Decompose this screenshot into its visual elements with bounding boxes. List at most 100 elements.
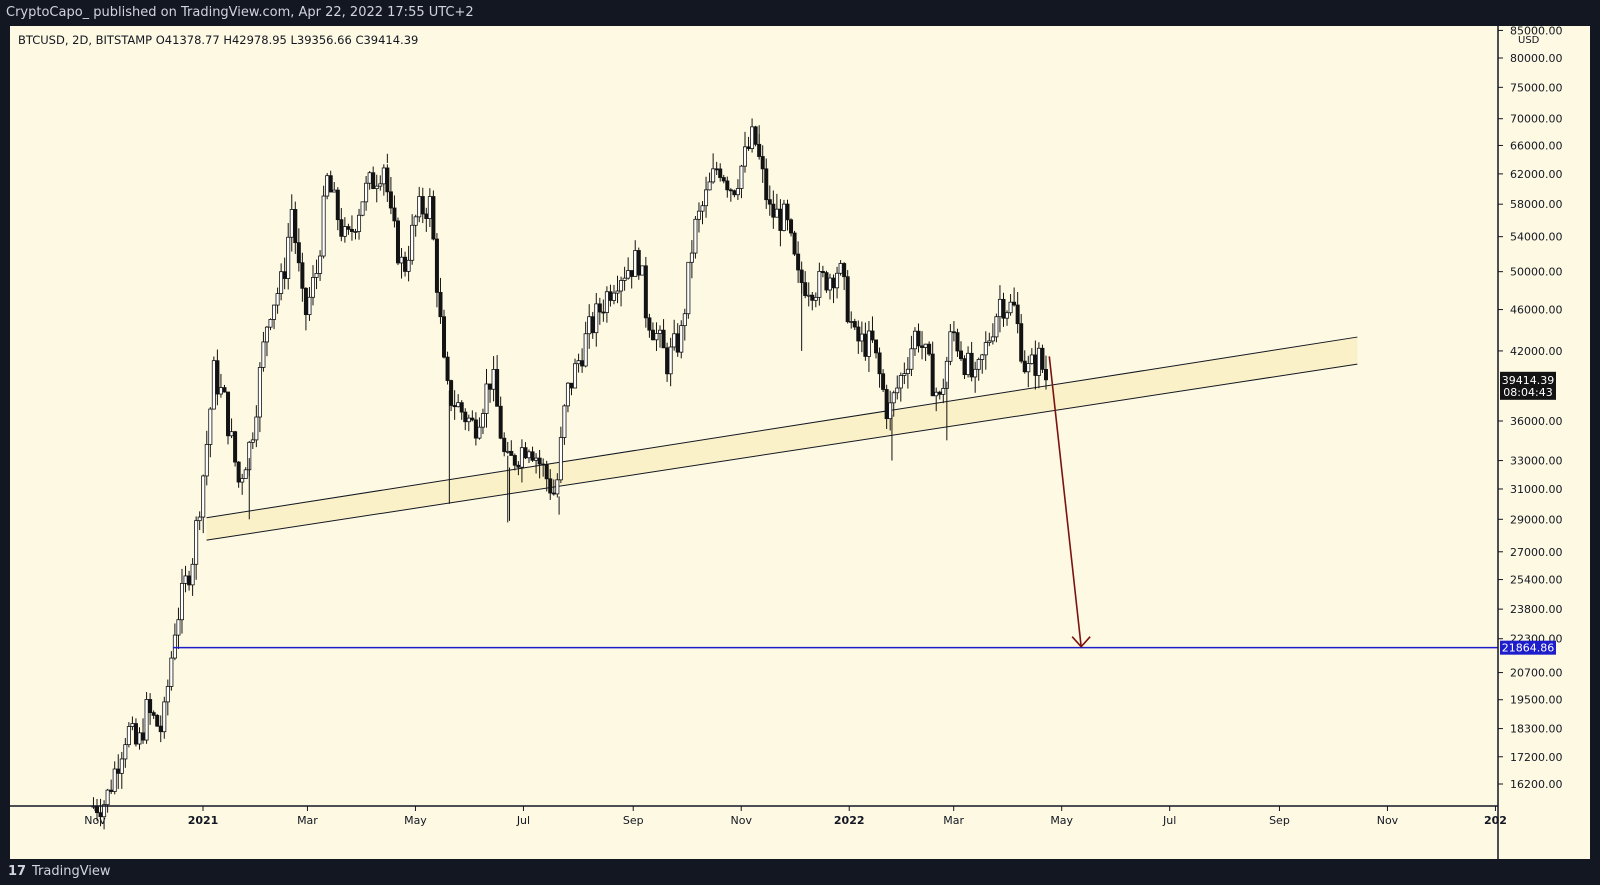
candle-body — [820, 270, 825, 274]
candle-body — [349, 228, 354, 232]
time-tick-label: May — [1050, 814, 1073, 827]
candle-body — [601, 311, 606, 314]
candle-body — [367, 172, 372, 184]
candle-body — [445, 356, 450, 381]
candle-body — [477, 426, 482, 439]
candle-body — [799, 269, 804, 284]
time-tick-label: Sep — [1269, 814, 1290, 827]
candle-body — [307, 296, 312, 316]
candle-body — [587, 316, 592, 335]
candle-body — [335, 189, 340, 221]
candle-body — [891, 392, 896, 404]
candle-body — [920, 345, 925, 348]
tradingview-brand: TradingView — [32, 864, 111, 879]
price-tick-label: 36000.00 — [1510, 415, 1563, 428]
candle-body — [137, 732, 142, 745]
candle-body — [874, 339, 879, 354]
candle-body — [378, 183, 383, 187]
candle-body — [686, 261, 691, 315]
candle-body — [321, 195, 326, 257]
candle-body — [941, 388, 946, 395]
down-arrow — [1048, 356, 1082, 647]
candle-body — [505, 450, 510, 453]
candle-body — [757, 143, 762, 157]
candle-body — [250, 439, 255, 443]
candle-body — [672, 333, 677, 348]
candle-body — [144, 699, 149, 741]
candle-body — [530, 451, 535, 461]
candle-body — [565, 382, 570, 407]
candle-body — [158, 725, 163, 733]
candle-body — [303, 287, 308, 316]
candle-body — [898, 375, 903, 389]
price-tick-label: 75000.00 — [1510, 81, 1563, 94]
candle-body — [325, 175, 330, 197]
candle-body — [459, 402, 464, 413]
price-tick-label: 58000.00 — [1510, 198, 1563, 211]
candle-body — [792, 232, 797, 255]
candle-body — [912, 330, 917, 350]
candle-body — [714, 168, 719, 171]
candle-body — [990, 336, 995, 342]
time-axis[interactable]: Nov 2021 Mar May Jul Sep Nov 2022 Mar May Jul Sep No… — [84, 806, 1507, 827]
candle-body — [774, 208, 779, 218]
candle-body — [403, 256, 408, 272]
candle-body — [498, 405, 503, 439]
chart-area[interactable]: 85000.00 80000.00 75000.00 70000.00 66000.00… — [10, 24, 1590, 859]
candle-body — [689, 252, 694, 263]
candle-body — [739, 165, 744, 189]
candle-body — [611, 292, 616, 301]
candle-body — [480, 413, 485, 428]
time-tick-label: Sep — [623, 814, 644, 827]
price-tick-label: 62000.00 — [1510, 168, 1563, 181]
candle-body — [236, 461, 241, 483]
price-chart[interactable]: 85000.00 80000.00 75000.00 70000.00 66000.00… — [10, 24, 1590, 859]
price-tick-label: 23800.00 — [1510, 603, 1563, 616]
candle-body — [732, 190, 737, 196]
candle-body — [208, 408, 213, 445]
candle-body — [909, 348, 914, 370]
price-axis[interactable]: 85000.00 80000.00 75000.00 70000.00 66000.00… — [1498, 24, 1563, 791]
candle-body — [905, 368, 910, 375]
candle-body — [643, 265, 648, 319]
candle-body — [962, 358, 967, 376]
candle-body — [948, 331, 953, 362]
candle-body — [381, 167, 386, 185]
candle-body — [608, 291, 613, 301]
candle-body — [141, 732, 146, 741]
candle-body — [541, 463, 546, 466]
candle-body — [417, 196, 422, 218]
candle-body — [116, 768, 121, 774]
candle-body — [870, 330, 875, 341]
candle-body — [388, 191, 393, 209]
candles — [91, 118, 1048, 830]
candle-body — [395, 220, 400, 264]
candle-body — [442, 316, 447, 358]
down-arrow-head — [1071, 636, 1091, 648]
candle-body — [555, 479, 560, 495]
candle-body — [806, 294, 811, 297]
candle-body — [385, 167, 390, 193]
symbol-info: BTCUSD, 2D, BITSTAMP O41378.77 H42978.95… — [18, 33, 418, 47]
tradingview-logo-icon: 17 — [8, 864, 27, 879]
candle-body — [976, 359, 981, 370]
candle-body — [342, 226, 347, 237]
candle-body — [456, 402, 461, 408]
candle-body — [484, 383, 489, 414]
candle-body — [859, 333, 864, 342]
candle-body — [1029, 354, 1034, 364]
candle-body — [548, 478, 553, 494]
candle-body — [973, 368, 978, 378]
candle-body — [413, 216, 418, 226]
candle-body — [109, 789, 114, 792]
candle-body — [420, 196, 425, 215]
candle-body — [1026, 363, 1031, 373]
candle-body — [930, 353, 935, 397]
time-tick-label: Jul — [1162, 814, 1176, 827]
candle-body — [279, 271, 284, 294]
candle-body — [495, 369, 500, 407]
candle-body — [626, 270, 631, 279]
candle-body — [1019, 323, 1024, 362]
candle-body — [803, 282, 808, 297]
last-price-badge — [1500, 371, 1556, 400]
